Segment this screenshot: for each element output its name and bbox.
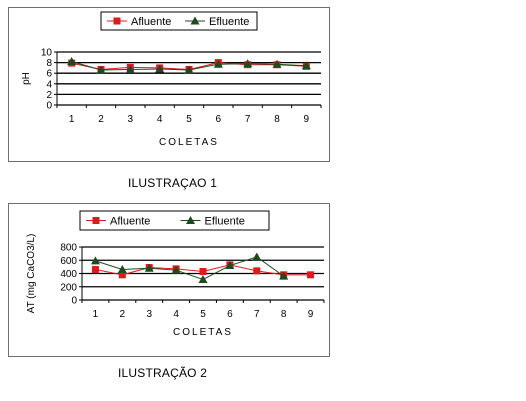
x-tick-label: 4: [157, 114, 163, 125]
x-tick-label: 5: [186, 114, 192, 125]
y-tick-label: 200: [60, 282, 77, 293]
x-axis-title: COLETAS: [173, 327, 233, 338]
data-point-triangle: [213, 59, 223, 68]
legend-marker: [190, 16, 200, 25]
caption-2: ILUSTRAÇÃO 2: [118, 366, 208, 380]
y-axis-title: pH: [21, 72, 32, 85]
data-point-triangle: [171, 265, 181, 274]
data-point-triangle: [144, 263, 154, 272]
y-tick-label: 0: [71, 296, 77, 307]
y-tick-label: 600: [60, 256, 77, 267]
x-tick-label: 6: [227, 309, 233, 320]
legend-label: Efluente: [209, 16, 249, 28]
legend: Afluente Efluente: [100, 11, 258, 31]
chart-panel-1: 0 2 4 6 8 10 1 2 3 4 5 6 7 8 9 COLETAS pH Afluente Efluent…: [8, 7, 330, 162]
x-tick-label: 2: [98, 114, 104, 125]
x-axis-title: COLETAS: [159, 137, 219, 148]
y-tick-label: 6: [46, 69, 52, 80]
data-point-triangle: [155, 64, 165, 73]
data-point-triangle: [96, 65, 106, 74]
x-tick-label: 1: [69, 114, 75, 125]
x-tick-label: 7: [254, 309, 260, 320]
legend-label: Efluente: [205, 216, 245, 228]
y-tick-label: 800: [60, 243, 77, 254]
y-axis-title: AT (mg CaCO3/L): [26, 234, 37, 314]
x-tick-label: 3: [128, 114, 134, 125]
data-point-triangle: [301, 61, 311, 70]
legend-box: [100, 11, 258, 31]
legend-label: Afluente: [131, 16, 171, 28]
x-tick-label: 9: [308, 309, 314, 320]
series-efluente: [67, 57, 311, 74]
y-tick-label: 10: [41, 48, 53, 59]
x-tick-label: 9: [304, 114, 310, 125]
y-tick-label: 4: [46, 79, 52, 90]
legend-box: [79, 210, 270, 231]
data-point-triangle: [125, 64, 135, 73]
x-tick-label: 2: [120, 309, 126, 320]
data-point-triangle: [272, 59, 282, 68]
series-line: [95, 256, 284, 281]
data-point-square: [199, 268, 207, 276]
x-tick-label: 3: [146, 309, 152, 320]
y-tick-label: 2: [46, 90, 52, 101]
x-tick-label: 7: [245, 114, 251, 125]
data-point-triangle: [90, 256, 100, 265]
data-point-square: [307, 271, 315, 279]
alkalinity-chart: 0 200 400 600 800 1 2 3 4 5 6 7 8 9 COLETAS AT (mg CaCO…: [26, 210, 325, 338]
axes: 0 200 400 600 800 1 2 3 4 5 6 7 8 9: [60, 243, 325, 320]
data-point-triangle: [117, 265, 127, 274]
x-tick-label: 8: [274, 114, 280, 125]
data-point-triangle: [67, 57, 77, 66]
series-efluente: [90, 252, 289, 283]
x-tick-label: 1: [93, 309, 99, 320]
y-tick-label: 8: [46, 58, 52, 69]
data-point-square: [118, 271, 126, 279]
y-tick-label: 0: [46, 101, 52, 112]
legend-label: Afluente: [110, 216, 150, 228]
data-point-triangle: [225, 261, 235, 270]
legend: Afluente Efluente: [79, 210, 270, 231]
data-point-triangle: [252, 252, 262, 261]
y-tick-label: 400: [60, 269, 77, 280]
data-point-triangle: [198, 274, 208, 283]
chart-panel-2: 0 200 400 600 800 1 2 3 4 5 6 7 8 9 COLETAS AT (mg CaCO…: [8, 203, 330, 357]
data-point-triangle: [184, 65, 194, 74]
legend-marker: [92, 217, 100, 224]
x-tick-label: 5: [200, 309, 206, 320]
x-tick-label: 4: [173, 309, 179, 320]
data-point-square: [253, 267, 261, 275]
caption-1: ILUSTRAÇAO 1: [128, 176, 218, 190]
x-tick-label: 8: [281, 309, 287, 320]
legend-marker: [113, 17, 121, 25]
x-tick-label: 6: [216, 114, 222, 125]
legend-marker: [186, 216, 195, 224]
data-point-triangle: [279, 271, 289, 280]
data-point-triangle: [243, 59, 253, 68]
data-point-square: [91, 266, 99, 274]
